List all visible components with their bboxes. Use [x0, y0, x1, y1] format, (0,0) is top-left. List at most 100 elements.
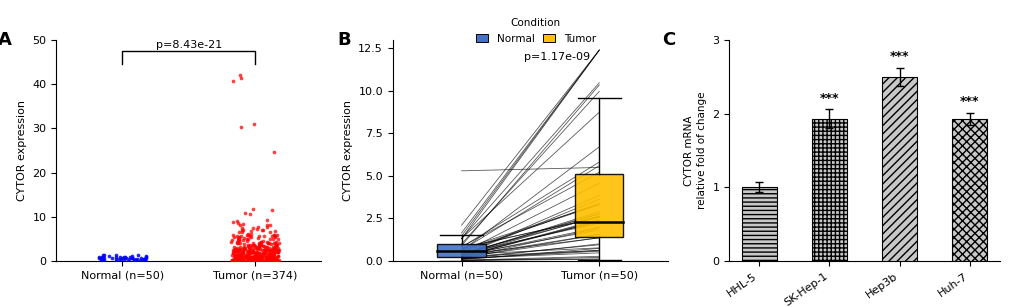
Point [255, 251, 271, 255]
Point [234, 227, 251, 232]
Point [228, 240, 245, 245]
Point [223, 258, 239, 263]
Point [126, 258, 143, 263]
Point [236, 211, 253, 216]
Point [227, 252, 244, 257]
Point [262, 255, 278, 260]
Point [249, 251, 265, 256]
Point [253, 254, 269, 259]
Point [233, 250, 250, 255]
Point [239, 256, 256, 261]
Point [228, 247, 245, 251]
Point [265, 256, 281, 261]
Point [264, 244, 280, 249]
Point [264, 251, 280, 256]
Point [252, 258, 268, 263]
Bar [575, 174, 623, 237]
Point [262, 237, 278, 242]
Point [236, 245, 253, 250]
Point [255, 247, 271, 252]
Point [254, 256, 270, 261]
Point [94, 256, 110, 261]
Point [245, 243, 261, 248]
Point [117, 255, 133, 260]
Point [91, 255, 107, 260]
Point [264, 246, 280, 251]
Point [235, 258, 252, 262]
Point [255, 239, 271, 243]
Point [232, 252, 249, 257]
Point [250, 236, 266, 241]
Point [229, 258, 246, 262]
Point [233, 227, 250, 232]
Point [137, 258, 153, 263]
Point [224, 252, 240, 257]
Point [243, 254, 259, 259]
Point [267, 243, 283, 248]
Point [242, 212, 258, 216]
Point [240, 255, 257, 260]
Point [252, 243, 268, 248]
Point [262, 229, 278, 234]
Point [249, 255, 265, 260]
Point [250, 254, 266, 259]
Point [228, 241, 245, 246]
Point [252, 247, 268, 252]
Point [123, 256, 140, 261]
Point [240, 248, 257, 253]
Point [234, 246, 251, 251]
Point [231, 257, 248, 262]
Point [251, 251, 267, 256]
Point [240, 249, 257, 254]
Point [231, 247, 248, 252]
Point [253, 258, 269, 263]
Point [264, 237, 280, 242]
Point [267, 245, 283, 250]
Point [234, 229, 251, 234]
Point [227, 247, 244, 251]
Point [264, 258, 280, 263]
Point [236, 242, 253, 247]
Point [242, 243, 258, 248]
Point [253, 251, 269, 256]
Point [239, 248, 256, 253]
Point [229, 249, 246, 254]
Point [113, 258, 129, 263]
Point [252, 254, 268, 259]
Point [233, 256, 250, 261]
Point [224, 247, 240, 252]
Point [228, 258, 245, 263]
Point [236, 245, 253, 250]
Point [138, 255, 154, 260]
Point [259, 258, 275, 262]
Point [251, 256, 267, 261]
Point [268, 257, 284, 262]
Point [248, 252, 264, 257]
Point [259, 239, 275, 244]
Point [117, 256, 133, 261]
Text: B: B [337, 31, 351, 49]
Point [236, 235, 253, 240]
Point [232, 125, 249, 130]
Point [255, 252, 271, 257]
Point [233, 255, 250, 259]
Point [245, 250, 261, 255]
Point [265, 251, 281, 256]
Point [245, 247, 261, 251]
Point [258, 248, 274, 253]
Point [244, 255, 260, 260]
Point [247, 258, 263, 262]
Point [249, 258, 265, 263]
Point [239, 255, 256, 260]
Point [268, 243, 284, 247]
Point [256, 254, 272, 259]
Point [256, 257, 272, 262]
Point [268, 258, 284, 263]
Point [244, 231, 260, 236]
Point [253, 241, 269, 246]
Text: p=8.43e-21: p=8.43e-21 [156, 40, 221, 50]
Point [269, 250, 285, 255]
Point [251, 256, 267, 261]
Point [137, 256, 153, 261]
Point [228, 258, 245, 263]
